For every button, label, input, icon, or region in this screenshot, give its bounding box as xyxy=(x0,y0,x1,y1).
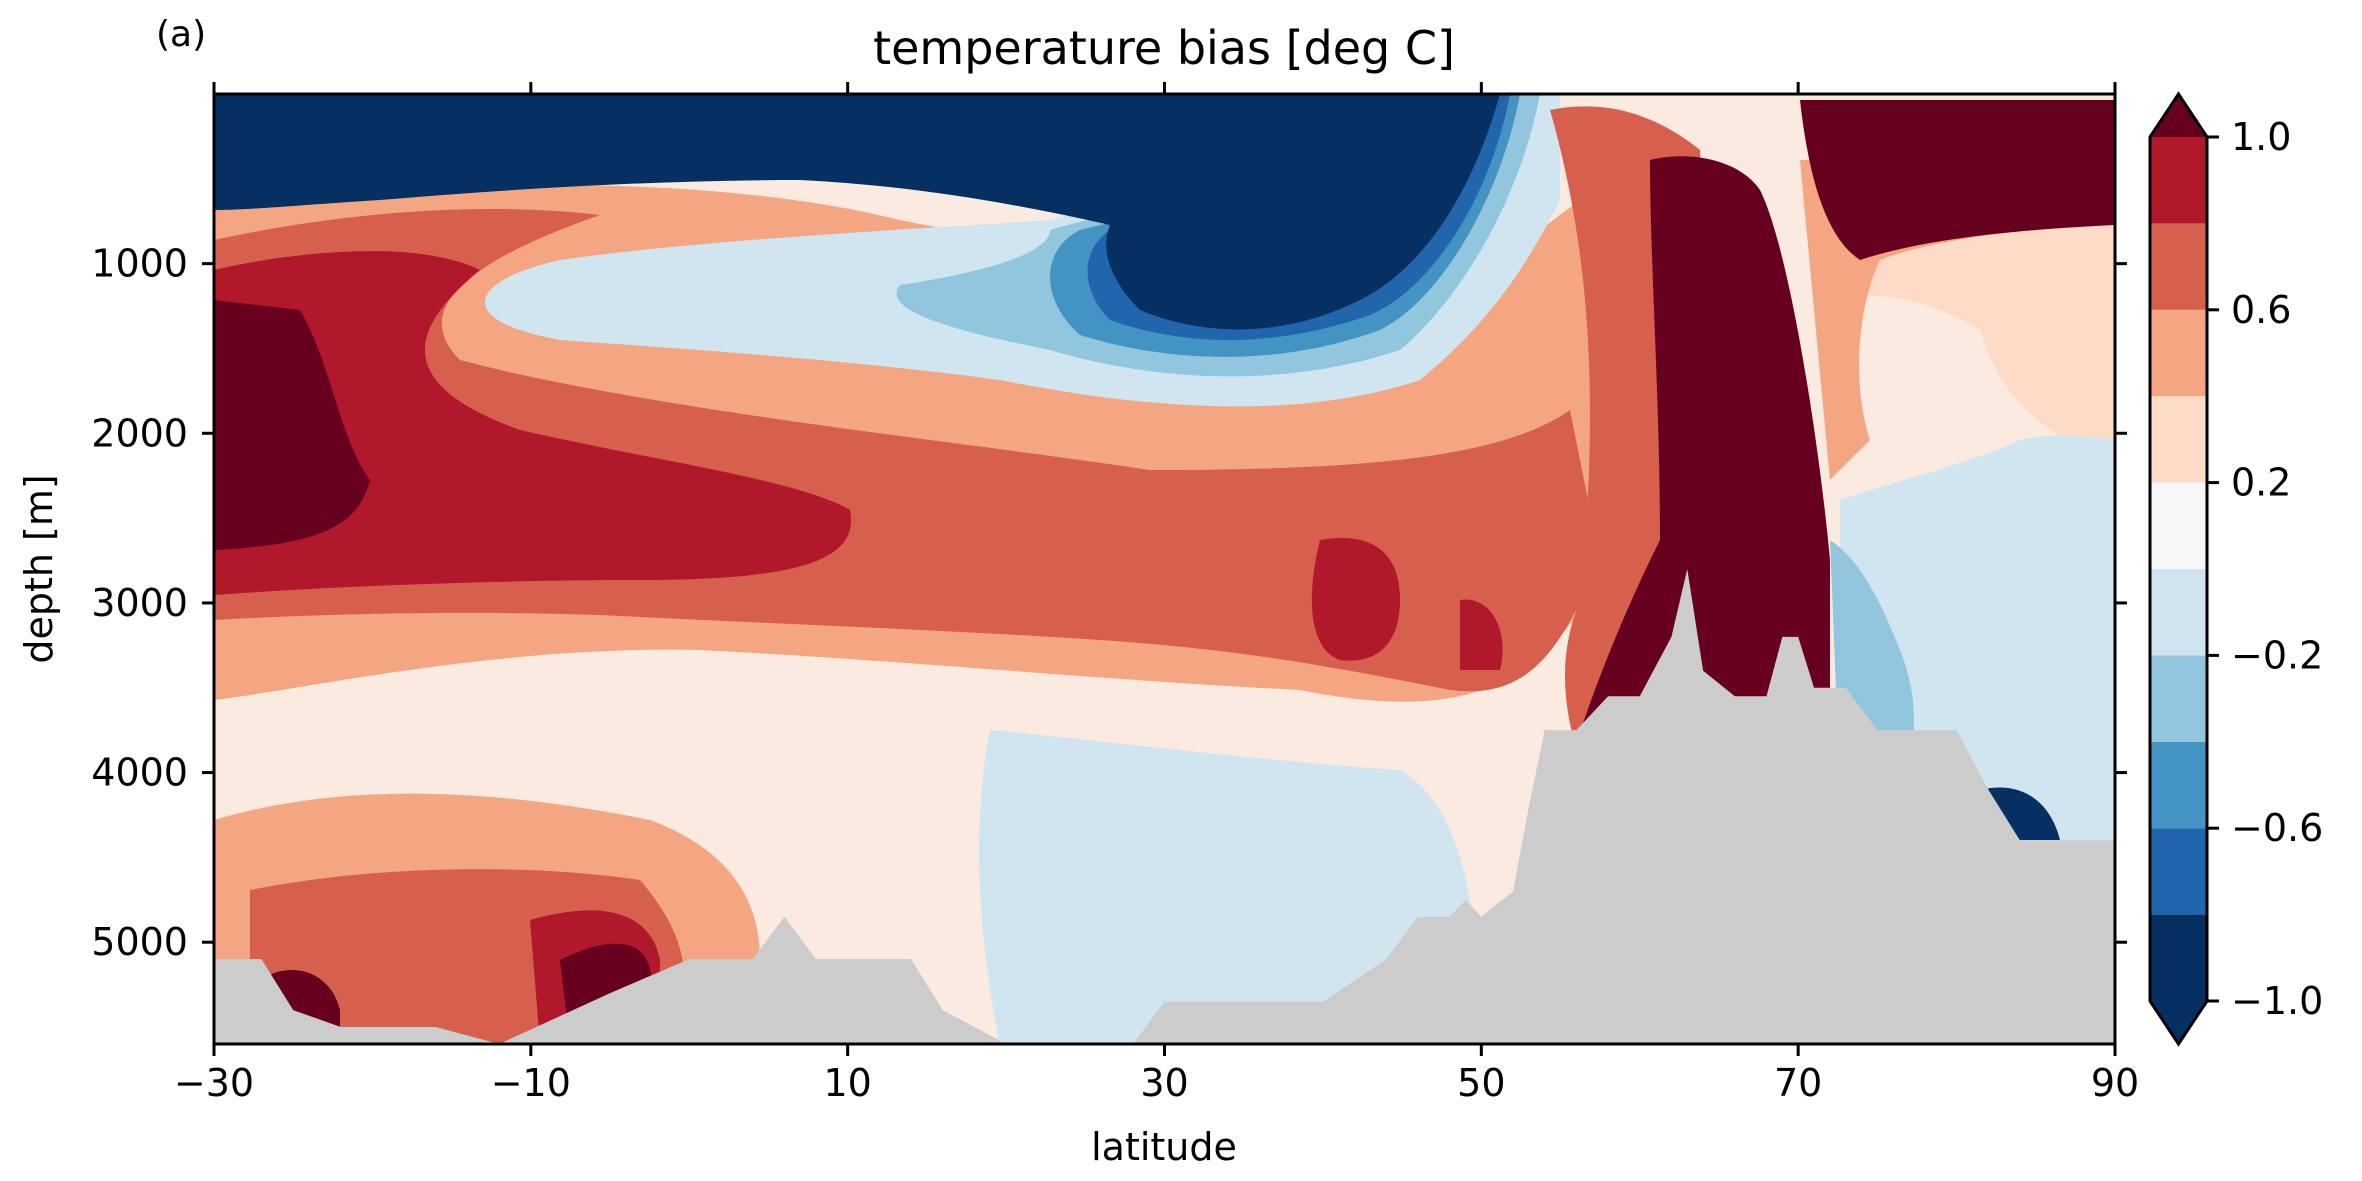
colorbar-extend-min xyxy=(2150,1001,2207,1044)
y-tick-label: 5000 xyxy=(91,920,188,964)
colorbar-segment xyxy=(2150,741,2207,829)
panel-label: (a) xyxy=(156,14,206,55)
colorbar-segment xyxy=(2150,223,2207,310)
x-axis-label: latitude xyxy=(1091,1125,1237,1169)
colorbar-tick-label: 0.6 xyxy=(2231,288,2291,332)
y-tick-label: 3000 xyxy=(91,581,188,625)
colorbar-segment xyxy=(2150,828,2207,915)
colorbar-segment xyxy=(2150,309,2207,397)
colorbar-segment xyxy=(2150,914,2207,1001)
colorbar-extend-max xyxy=(2150,94,2207,137)
colorbar-tick-label: 0.2 xyxy=(2231,461,2291,505)
colorbar-segment xyxy=(2150,482,2207,569)
x-tick-label: 70 xyxy=(1774,1061,1822,1105)
contour-fill-neg-1.0-neg-0.8 xyxy=(214,94,1500,330)
x-tick-label: 10 xyxy=(823,1061,871,1105)
x-tick-label: −30 xyxy=(174,1061,254,1105)
x-tick-label: 30 xyxy=(1140,1061,1188,1105)
y-axis: 1000 2000 3000 4000 5000 xyxy=(91,242,2127,964)
contour-fill-0.6-0.8-patch-a xyxy=(1311,538,1400,661)
bathymetry-layer xyxy=(214,569,2115,1044)
contour-fill-0.6-0.8-patch-b xyxy=(1460,599,1503,670)
y-tick-label: 4000 xyxy=(91,751,188,795)
colorbar-tick-label: −0.6 xyxy=(2231,806,2323,850)
colorbar-tick-label: −1.0 xyxy=(2231,979,2323,1023)
x-axis: −30 −10 10 30 50 70 90 xyxy=(174,82,2139,1105)
contour-fill-0.8-1.0-north xyxy=(1560,156,1830,800)
x-tick-label: −10 xyxy=(491,1061,571,1105)
contour-fill-0.6-0.8 xyxy=(214,251,852,595)
bathymetry-fill xyxy=(214,569,2115,1044)
x-tick-label: 90 xyxy=(2091,1061,2139,1105)
colorbar-tick-label: 1.0 xyxy=(2231,115,2291,159)
colorbar-segment xyxy=(2150,396,2207,483)
colorbar-segment xyxy=(2150,655,2207,742)
colorbar-tick-label: −0.2 xyxy=(2231,633,2323,677)
chart-title: temperature bias [deg C] xyxy=(873,21,1455,75)
y-axis-label: depth [m] xyxy=(17,474,61,663)
contour-fill-neg-0.2-0-deep xyxy=(979,730,1480,1044)
colorbar-segment xyxy=(2150,137,2207,224)
colorbar: −1.0 −0.6 −0.2 0.2 0.6 1.0 xyxy=(2148,91,2323,1047)
y-tick-label: 2000 xyxy=(91,411,188,455)
y-tick-label: 1000 xyxy=(91,242,188,286)
x-tick-label: 50 xyxy=(1457,1061,1505,1105)
contour-fill-0.8-1.0-south xyxy=(214,300,370,550)
plot-area xyxy=(214,94,2115,1044)
contour-fill-0.8-1.0-arctic xyxy=(1800,100,2115,260)
colorbar-segment xyxy=(2150,569,2207,656)
